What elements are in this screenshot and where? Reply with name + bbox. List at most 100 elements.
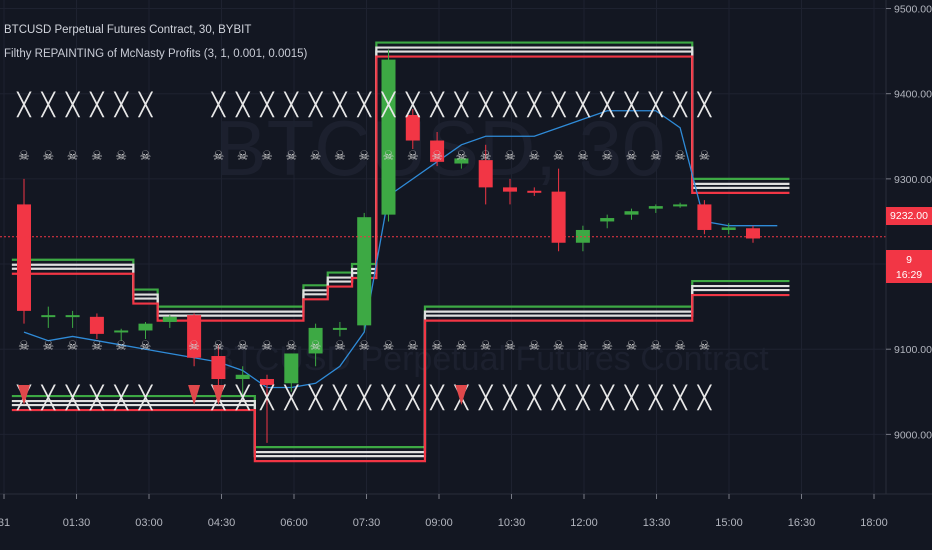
symbol-title[interactable]: BTCUSD Perpetual Futures Contract, 30, B… <box>4 24 252 36</box>
x-marker-top: ╳ <box>381 91 397 118</box>
candle-up <box>114 328 129 341</box>
time-tick-label: 06:00 <box>280 517 308 529</box>
chart-grid <box>0 0 886 494</box>
candle-down <box>405 109 420 150</box>
skull-marker-bottom: ☠ <box>67 339 79 354</box>
x-marker-top: ╳ <box>41 91 57 118</box>
x-marker-top: ╳ <box>235 91 251 118</box>
skull-marker-bottom: ☠ <box>553 339 565 354</box>
time-tick-label: 16:30 <box>788 517 816 529</box>
candle-body <box>575 229 590 243</box>
bar-countdown-label: 9 16:29 <box>886 250 932 283</box>
skull-marker-top: ☠ <box>115 149 127 164</box>
down-arrow-marker <box>212 385 225 405</box>
candle-body <box>746 228 760 239</box>
x-marker-top: ╳ <box>478 91 494 118</box>
x-marker-bottom: ╳ <box>478 384 494 411</box>
countdown-timer: 16:29 <box>895 269 923 281</box>
skull-marker-bottom: ☠ <box>285 339 297 354</box>
x-marker-bottom: ╳ <box>381 384 397 411</box>
x-marker-bottom: ╳ <box>357 384 373 411</box>
skull-marker-bottom: ☠ <box>626 339 638 354</box>
time-tick-label: 15:00 <box>715 517 743 529</box>
time-tick-label: 31 <box>0 517 10 529</box>
candle-body <box>381 59 396 215</box>
price-tick-label: 9500.00 <box>894 4 932 16</box>
skull-marker-top: ☠ <box>674 149 686 164</box>
x-marker-top: ╳ <box>89 91 105 118</box>
x-marker-top: ╳ <box>697 91 713 118</box>
x-marker-bottom: ╳ <box>259 384 275 411</box>
blue-trend-line <box>23 110 778 389</box>
skull-marker-top: ☠ <box>42 149 54 164</box>
candle-down <box>551 168 566 252</box>
skull-marker-top: ☠ <box>140 149 152 164</box>
candle-body <box>357 217 372 326</box>
skull-marker-bottom: ☠ <box>91 339 103 354</box>
skull-marker-bottom: ☠ <box>310 339 322 354</box>
price-tick-label: 9400.00 <box>894 89 932 101</box>
candle-body <box>648 206 663 209</box>
candle-down <box>527 187 542 196</box>
candle-up <box>332 321 347 337</box>
skull-marker-top: ☠ <box>237 149 249 164</box>
candle-down <box>89 313 104 339</box>
candle-up <box>381 49 396 222</box>
x-marker-top: ╳ <box>648 91 664 118</box>
candle-body <box>41 315 56 318</box>
x-marker-top: ╳ <box>259 91 275 118</box>
x-marker-bottom: ╳ <box>284 384 300 411</box>
x-marker-top: ╳ <box>284 91 300 118</box>
skull-marker-bottom: ☠ <box>504 339 516 354</box>
skull-marker-top: ☠ <box>456 149 468 164</box>
x-marker-bottom: ╳ <box>138 384 154 411</box>
skull-marker-bottom: ☠ <box>358 339 370 354</box>
skull-marker-bottom: ☠ <box>42 339 54 354</box>
x-marker-top: ╳ <box>138 91 154 118</box>
candle-up <box>308 323 323 367</box>
candle-up <box>284 353 299 392</box>
candle-body <box>405 114 420 141</box>
candle-body <box>65 315 80 318</box>
indicator-title[interactable]: Filthy REPAINTING of McNasty Profits (3,… <box>4 48 308 60</box>
x-marker-top: ╳ <box>405 91 421 118</box>
candle-down <box>697 200 712 235</box>
down-arrow-marker <box>18 385 30 405</box>
skull-marker-bottom: ☠ <box>18 339 30 354</box>
skull-marker-top: ☠ <box>407 149 419 164</box>
candle-up <box>721 223 736 235</box>
candle-body <box>430 140 445 162</box>
down-arrow-marker <box>455 385 468 405</box>
candle-up <box>357 212 372 331</box>
candle-body <box>600 218 615 222</box>
skull-marker-bottom: ☠ <box>431 339 443 354</box>
candle-body <box>211 356 226 380</box>
candle-body <box>89 316 104 334</box>
skull-marker-bottom: ☠ <box>528 339 540 354</box>
candle-body <box>162 316 177 322</box>
candle-up <box>648 204 663 213</box>
x-marker-bottom: ╳ <box>672 384 688 411</box>
x-marker-top: ╳ <box>527 91 543 118</box>
x-marker-top: ╳ <box>575 91 591 118</box>
skull-marker-bottom: ☠ <box>699 339 711 354</box>
time-tick-label: 03:00 <box>135 517 163 529</box>
time-tick-label: 10:30 <box>498 517 526 529</box>
price-tick-label: 9300.00 <box>894 174 932 186</box>
skull-marker-top: ☠ <box>480 149 492 164</box>
x-marker-bottom: ╳ <box>65 384 81 411</box>
time-axis[interactable]: 31 01:30 03:00 04:30 06:00 07:30 09:00 10:30 12:… <box>0 494 888 529</box>
candle-up <box>454 157 469 169</box>
candle-up <box>162 315 177 328</box>
skull-marker-bottom: ☠ <box>674 339 686 354</box>
last-price-label: 9232.00 <box>886 207 932 225</box>
x-marker-bottom: ╳ <box>41 384 57 411</box>
watermark-description: BTCUSD Perpetual Futures Contract <box>211 340 769 378</box>
candle-body <box>721 227 736 230</box>
candle-body <box>17 204 31 311</box>
skull-marker-bottom: ☠ <box>601 339 613 354</box>
candle-down <box>478 144 493 205</box>
skull-marker-top: ☠ <box>310 149 322 164</box>
